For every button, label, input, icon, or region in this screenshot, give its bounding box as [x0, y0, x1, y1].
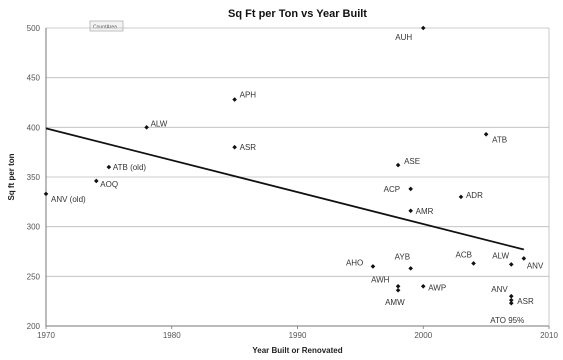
data-point-marker [43, 191, 49, 197]
trendline [45, 127, 525, 251]
data-point-label: ANV (old) [51, 195, 86, 204]
data-point-marker [408, 186, 413, 192]
data-point-marker [395, 162, 401, 168]
data-point-label: AWP [428, 283, 446, 292]
data-point-label: ATB (old) [113, 163, 147, 172]
y-tick-label: 250 [27, 272, 41, 281]
data-point-marker [508, 300, 514, 306]
data-point-marker [408, 266, 413, 271]
data-point-label: ATB [492, 135, 507, 144]
y-tick-label: 350 [27, 173, 41, 182]
data-point-marker [370, 264, 376, 269]
data-point-label: ANV [527, 261, 544, 270]
y-axis-title: Sq ft per ton [7, 153, 16, 200]
data-point-marker [408, 208, 413, 214]
data-points: AUH APH ALW ATB ASR ASE ATB (old) AOQ ACP ANV (ol… [43, 25, 544, 325]
x-axis-title: Year Built or Renovated [252, 346, 342, 355]
count-area-tag-box [89, 20, 124, 32]
data-point-label: ADR [466, 191, 483, 200]
data-point-marker [420, 25, 426, 31]
data-point-label: AMR [416, 207, 434, 216]
y-tick-label: 450 [27, 74, 41, 83]
data-point-marker [395, 287, 401, 293]
chart-title: Sq Ft per Ton vs Year Built [228, 8, 367, 20]
data-point-label: ALW [151, 119, 168, 128]
x-tick-label: 2000 [414, 331, 432, 340]
data-point-marker [508, 297, 514, 303]
data-point-marker [144, 125, 149, 130]
tick-labels: 200 250 300 350 400 450 500 1970 1980 1990 2000 201… [27, 24, 559, 340]
data-point-label: ATO 95% [490, 316, 524, 325]
count-area-tag: CountArea [89, 20, 124, 32]
data-point-marker [521, 256, 527, 261]
data-point-label: ASE [404, 157, 420, 166]
data-point-label: ACB [456, 250, 472, 259]
data-point-marker [94, 178, 99, 184]
data-point-label: AYB [395, 252, 410, 261]
y-tick-label: 500 [27, 24, 41, 33]
data-point-marker [471, 261, 476, 266]
y-tick-label: 300 [27, 223, 41, 232]
data-point-marker [508, 293, 514, 299]
data-point-marker [458, 194, 464, 200]
data-point-marker [483, 131, 489, 137]
count-area-tag-label: CountArea [93, 25, 117, 31]
data-point-label: ALW [492, 251, 509, 260]
data-point-label: ANV [491, 285, 508, 294]
data-point-label: ACP [384, 185, 400, 194]
x-tick-label: 1990 [289, 331, 307, 340]
trendline-group [45, 127, 525, 251]
data-point-label: AOQ [100, 180, 118, 189]
y-tick-label: 400 [27, 123, 41, 132]
x-tick-label: 1980 [163, 331, 181, 340]
x-tick-label: 1970 [37, 331, 55, 340]
data-point-marker [420, 283, 426, 289]
data-point-marker [508, 262, 514, 267]
axes [45, 28, 550, 327]
y-tick-label: 200 [27, 322, 41, 331]
data-point-label: APH [240, 91, 257, 100]
data-point-marker [395, 283, 401, 289]
data-point-label: AUH [395, 33, 412, 42]
data-point-label: AWH [371, 275, 390, 284]
data-point-label: ASR [517, 297, 534, 306]
data-point-label: ASR [240, 143, 257, 152]
data-point-marker [232, 144, 237, 150]
data-point-marker [106, 164, 112, 170]
x-tick-label: 2010 [540, 331, 558, 340]
data-point-label: AMW [385, 298, 405, 307]
data-point-marker [232, 97, 237, 102]
data-point-label: AHO [346, 258, 363, 267]
